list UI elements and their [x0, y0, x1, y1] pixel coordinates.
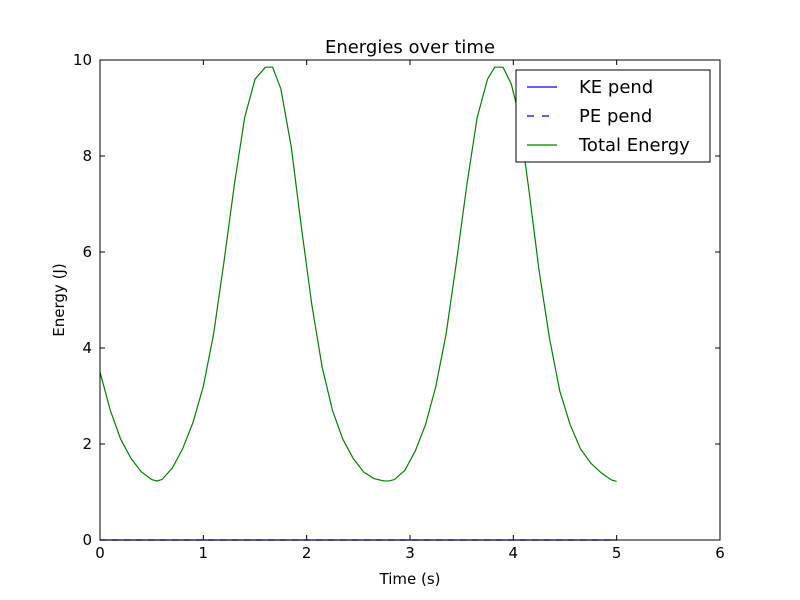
x-tick-label: 5	[612, 544, 622, 562]
chart-title: Energies over time	[325, 37, 495, 58]
y-tick-label: 0	[82, 531, 92, 549]
legend-label: PE pend	[579, 106, 652, 127]
legend-entries: KE pend PE pend Total Energy	[527, 77, 690, 156]
x-tick-label: 2	[302, 544, 312, 562]
ticks-layer: 0 1 2 3 4 5 6 0 2 4 6 8 10	[73, 51, 725, 562]
y-axis-label: Energy (J)	[50, 263, 68, 336]
y-tick-label: 8	[82, 147, 92, 165]
x-tick-label: 3	[405, 544, 415, 562]
y-tick-label: 4	[82, 339, 92, 357]
y-tick-label: 6	[82, 243, 92, 261]
x-tick-label: 1	[199, 544, 209, 562]
series-line-total-energy	[99, 66, 617, 483]
x-tick-label: 0	[95, 544, 105, 562]
legend-label: Total Energy	[578, 135, 690, 156]
y-tick-label: 2	[82, 435, 92, 453]
y-tick-label: 10	[73, 51, 92, 69]
x-axis-label: Time (s)	[379, 570, 441, 588]
x-tick-label: 4	[509, 544, 519, 562]
legend: KE pend PE pend Total Energy	[515, 69, 711, 163]
legend-label: KE pend	[579, 77, 653, 98]
x-tick-label: 6	[715, 544, 725, 562]
